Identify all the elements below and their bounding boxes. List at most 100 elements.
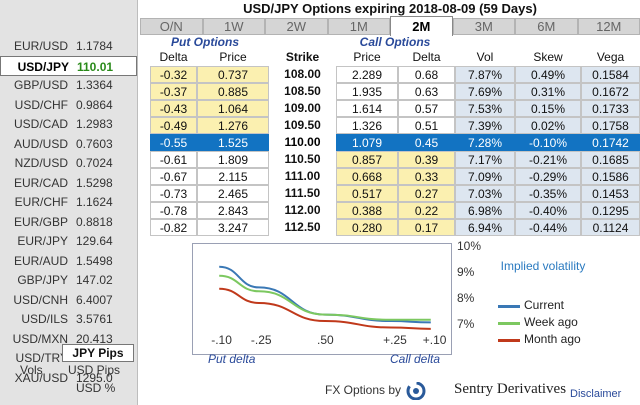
cell-skew: 0.49% (515, 66, 581, 83)
x-tick-label: -.10 (211, 333, 232, 347)
cell-put-price: 1.064 (197, 100, 269, 117)
tab-2w[interactable]: 2W (265, 18, 328, 35)
pair-name: USD/CAD (13, 117, 68, 131)
pair-item-xau-usd[interactable]: XAU/USD 1295.0 (0, 368, 137, 388)
y-tick-label: 8% (457, 290, 475, 305)
cell-put-delta: -0.32 (150, 66, 197, 83)
cell-strike: 111.50 (284, 186, 321, 200)
pair-item-usd-ils[interactable]: USD/ILS 3.5761 (0, 309, 137, 329)
legend-item-month-ago: Month ago (496, 332, 640, 348)
cell-vol: 7.39% (455, 117, 515, 134)
chart-title: Implied volatility (500, 259, 586, 273)
pair-item-aud-usd[interactable]: AUD/USD 0.7603 (0, 134, 137, 154)
table-row[interactable]: -0.73 2.465 111.50 0.517 0.27 7.03% -0.35% 0.14… (140, 185, 640, 202)
pair-item-gbp-jpy[interactable]: GBP/JPY 147.02 (0, 270, 137, 290)
units-option-usd-percent[interactable]: USD % (76, 381, 116, 395)
cell-call-price: 0.668 (336, 168, 398, 185)
header-put-delta: Delta (159, 50, 188, 64)
vols-label: Vols (20, 363, 43, 377)
pair-item-nzd-usd[interactable]: NZD/USD 0.7024 (0, 153, 137, 173)
tab-12m[interactable]: 12M (577, 18, 640, 35)
pair-item-eur-usd[interactable]: EUR/USD 1.1784 (0, 36, 137, 56)
pair-price: 147.02 (76, 273, 113, 287)
tab-6m[interactable]: 6M (515, 18, 578, 35)
pair-item-eur-chf[interactable]: EUR/CHF 1.1624 (0, 192, 137, 212)
pair-price: 0.8818 (76, 214, 113, 229)
series-line-month-ago (219, 287, 431, 330)
pair-item-usd-cnh[interactable]: USD/CNH 6.4007 (0, 290, 137, 310)
table-row[interactable]: -0.32 0.737 108.00 2.289 0.68 7.87% 0.49% 0.158… (140, 66, 640, 83)
chart-x-axis: -.10 -.25 .50 +.25 +.10 (192, 333, 452, 349)
cell-call-delta: 0.39 (398, 151, 455, 168)
cell-call-price: 2.289 (336, 66, 398, 83)
units-option-usd-pips[interactable]: USD Pips (68, 363, 121, 377)
pair-price: 1.1624 (76, 195, 113, 209)
tab-1m[interactable]: 1M (327, 18, 390, 35)
pair-name: EUR/CAD (13, 175, 68, 190)
table-row[interactable]: -0.67 2.115 111.00 0.668 0.33 7.09% -0.29% 0.15… (140, 168, 640, 185)
pair-name: GBP/USD (13, 78, 68, 92)
pair-name: USD/CNH (13, 292, 68, 307)
table-row[interactable]: -0.37 0.885 108.50 1.935 0.63 7.69% 0.31% 0.167… (140, 83, 640, 100)
cell-vega: 0.1295 (581, 202, 640, 219)
table-header: Delta Price Strike Price Delta Vol Skew … (140, 50, 640, 65)
pair-item-eur-aud[interactable]: EUR/AUD 1.5498 (0, 251, 137, 271)
cell-skew: -0.29% (515, 168, 581, 185)
tab-2m[interactable]: 2M (390, 16, 453, 36)
pair-item-usd-chf[interactable]: USD/CHF 0.9864 (0, 95, 137, 115)
pair-name: EUR/CHF (14, 195, 68, 209)
cell-put-delta: -0.55 (150, 134, 197, 151)
cell-call-delta: 0.68 (398, 66, 455, 83)
cell-vol: 7.28% (455, 134, 515, 151)
units-selected-jpy-pips[interactable]: JPY Pips (62, 344, 134, 362)
cell-vol: 6.94% (455, 219, 515, 236)
cell-vega: 0.1685 (581, 151, 640, 168)
cell-put-price: 0.737 (197, 66, 269, 83)
pair-price: 0.7024 (76, 156, 113, 170)
pair-name: GBP/JPY (17, 273, 68, 287)
tab-3m[interactable]: 3M (452, 18, 515, 35)
pair-item-eur-jpy[interactable]: EUR/JPY 129.64 (0, 231, 137, 251)
cell-vega: 0.1124 (581, 219, 640, 236)
pair-price: 20.413 (76, 331, 113, 346)
cell-put-price: 1.276 (197, 117, 269, 134)
table-row[interactable]: -0.61 1.809 110.50 0.857 0.39 7.17% -0.21% 0.16… (140, 151, 640, 168)
pair-item-usd-jpy[interactable]: USD/JPY 110.01 (0, 55, 137, 76)
tab-1w[interactable]: 1W (202, 18, 265, 35)
cell-call-delta: 0.22 (398, 202, 455, 219)
cell-put-delta: -0.43 (150, 100, 197, 117)
pair-item-gbp-usd[interactable]: GBP/USD 1.3364 (0, 75, 137, 95)
cell-skew: 0.31% (515, 83, 581, 100)
pair-name: USD/ILS (21, 312, 68, 326)
footer-prefix: FX Options by (325, 383, 402, 397)
pair-item-usd-cad[interactable]: USD/CAD 1.2983 (0, 114, 137, 134)
pair-item-usd-mxn[interactable]: USD/MXN 20.413 (0, 329, 137, 349)
pair-price: 110.01 (77, 59, 114, 74)
x-tick-label: .50 (317, 333, 334, 347)
table-row[interactable]: -0.55 1.525 110.00 1.079 0.45 7.28% -0.10% 0.17… (140, 134, 640, 151)
cell-skew: -0.21% (515, 151, 581, 168)
table-row[interactable]: -0.43 1.064 109.00 1.614 0.57 7.53% 0.15% 0.173… (140, 100, 640, 117)
pair-item-eur-gbp[interactable]: EUR/GBP 0.8818 (0, 212, 137, 232)
cell-strike: 111.00 (284, 169, 321, 183)
pair-price: 0.7603 (76, 136, 113, 151)
cell-put-delta: -0.73 (150, 185, 197, 202)
pair-price: 1.3364 (76, 78, 113, 92)
header-call-delta: Delta (412, 50, 441, 64)
cell-put-delta: -0.78 (150, 202, 197, 219)
cell-call-delta: 0.51 (398, 117, 455, 134)
x-tick-label: +.10 (422, 333, 447, 347)
table-row[interactable]: -0.49 1.276 109.50 1.326 0.51 7.39% 0.02% 0.175… (140, 117, 640, 134)
cell-call-delta: 0.33 (398, 168, 455, 185)
table-row[interactable]: -0.78 2.843 112.00 0.388 0.22 6.98% -0.40% 0.12… (140, 202, 640, 219)
table-row[interactable]: -0.82 3.247 112.50 0.280 0.17 6.94% -0.44% 0.11… (140, 219, 640, 236)
pair-price: 6.4007 (76, 292, 113, 307)
pair-item-eur-cad[interactable]: EUR/CAD 1.5298 (0, 173, 137, 193)
cell-vol: 7.03% (455, 185, 515, 202)
disclaimer-link[interactable]: Disclaimer (570, 388, 622, 400)
pair-name: USD/CHF (14, 97, 68, 112)
cell-vega: 0.1742 (581, 134, 640, 151)
tab-on[interactable]: O/N (140, 18, 203, 35)
y-tick-label: 7% (457, 316, 475, 331)
cell-put-price: 1.525 (197, 134, 269, 151)
